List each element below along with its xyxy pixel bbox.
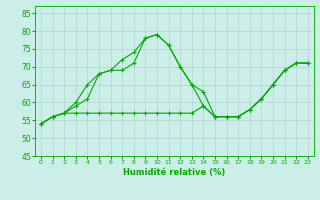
X-axis label: Humidité relative (%): Humidité relative (%) — [123, 168, 226, 177]
